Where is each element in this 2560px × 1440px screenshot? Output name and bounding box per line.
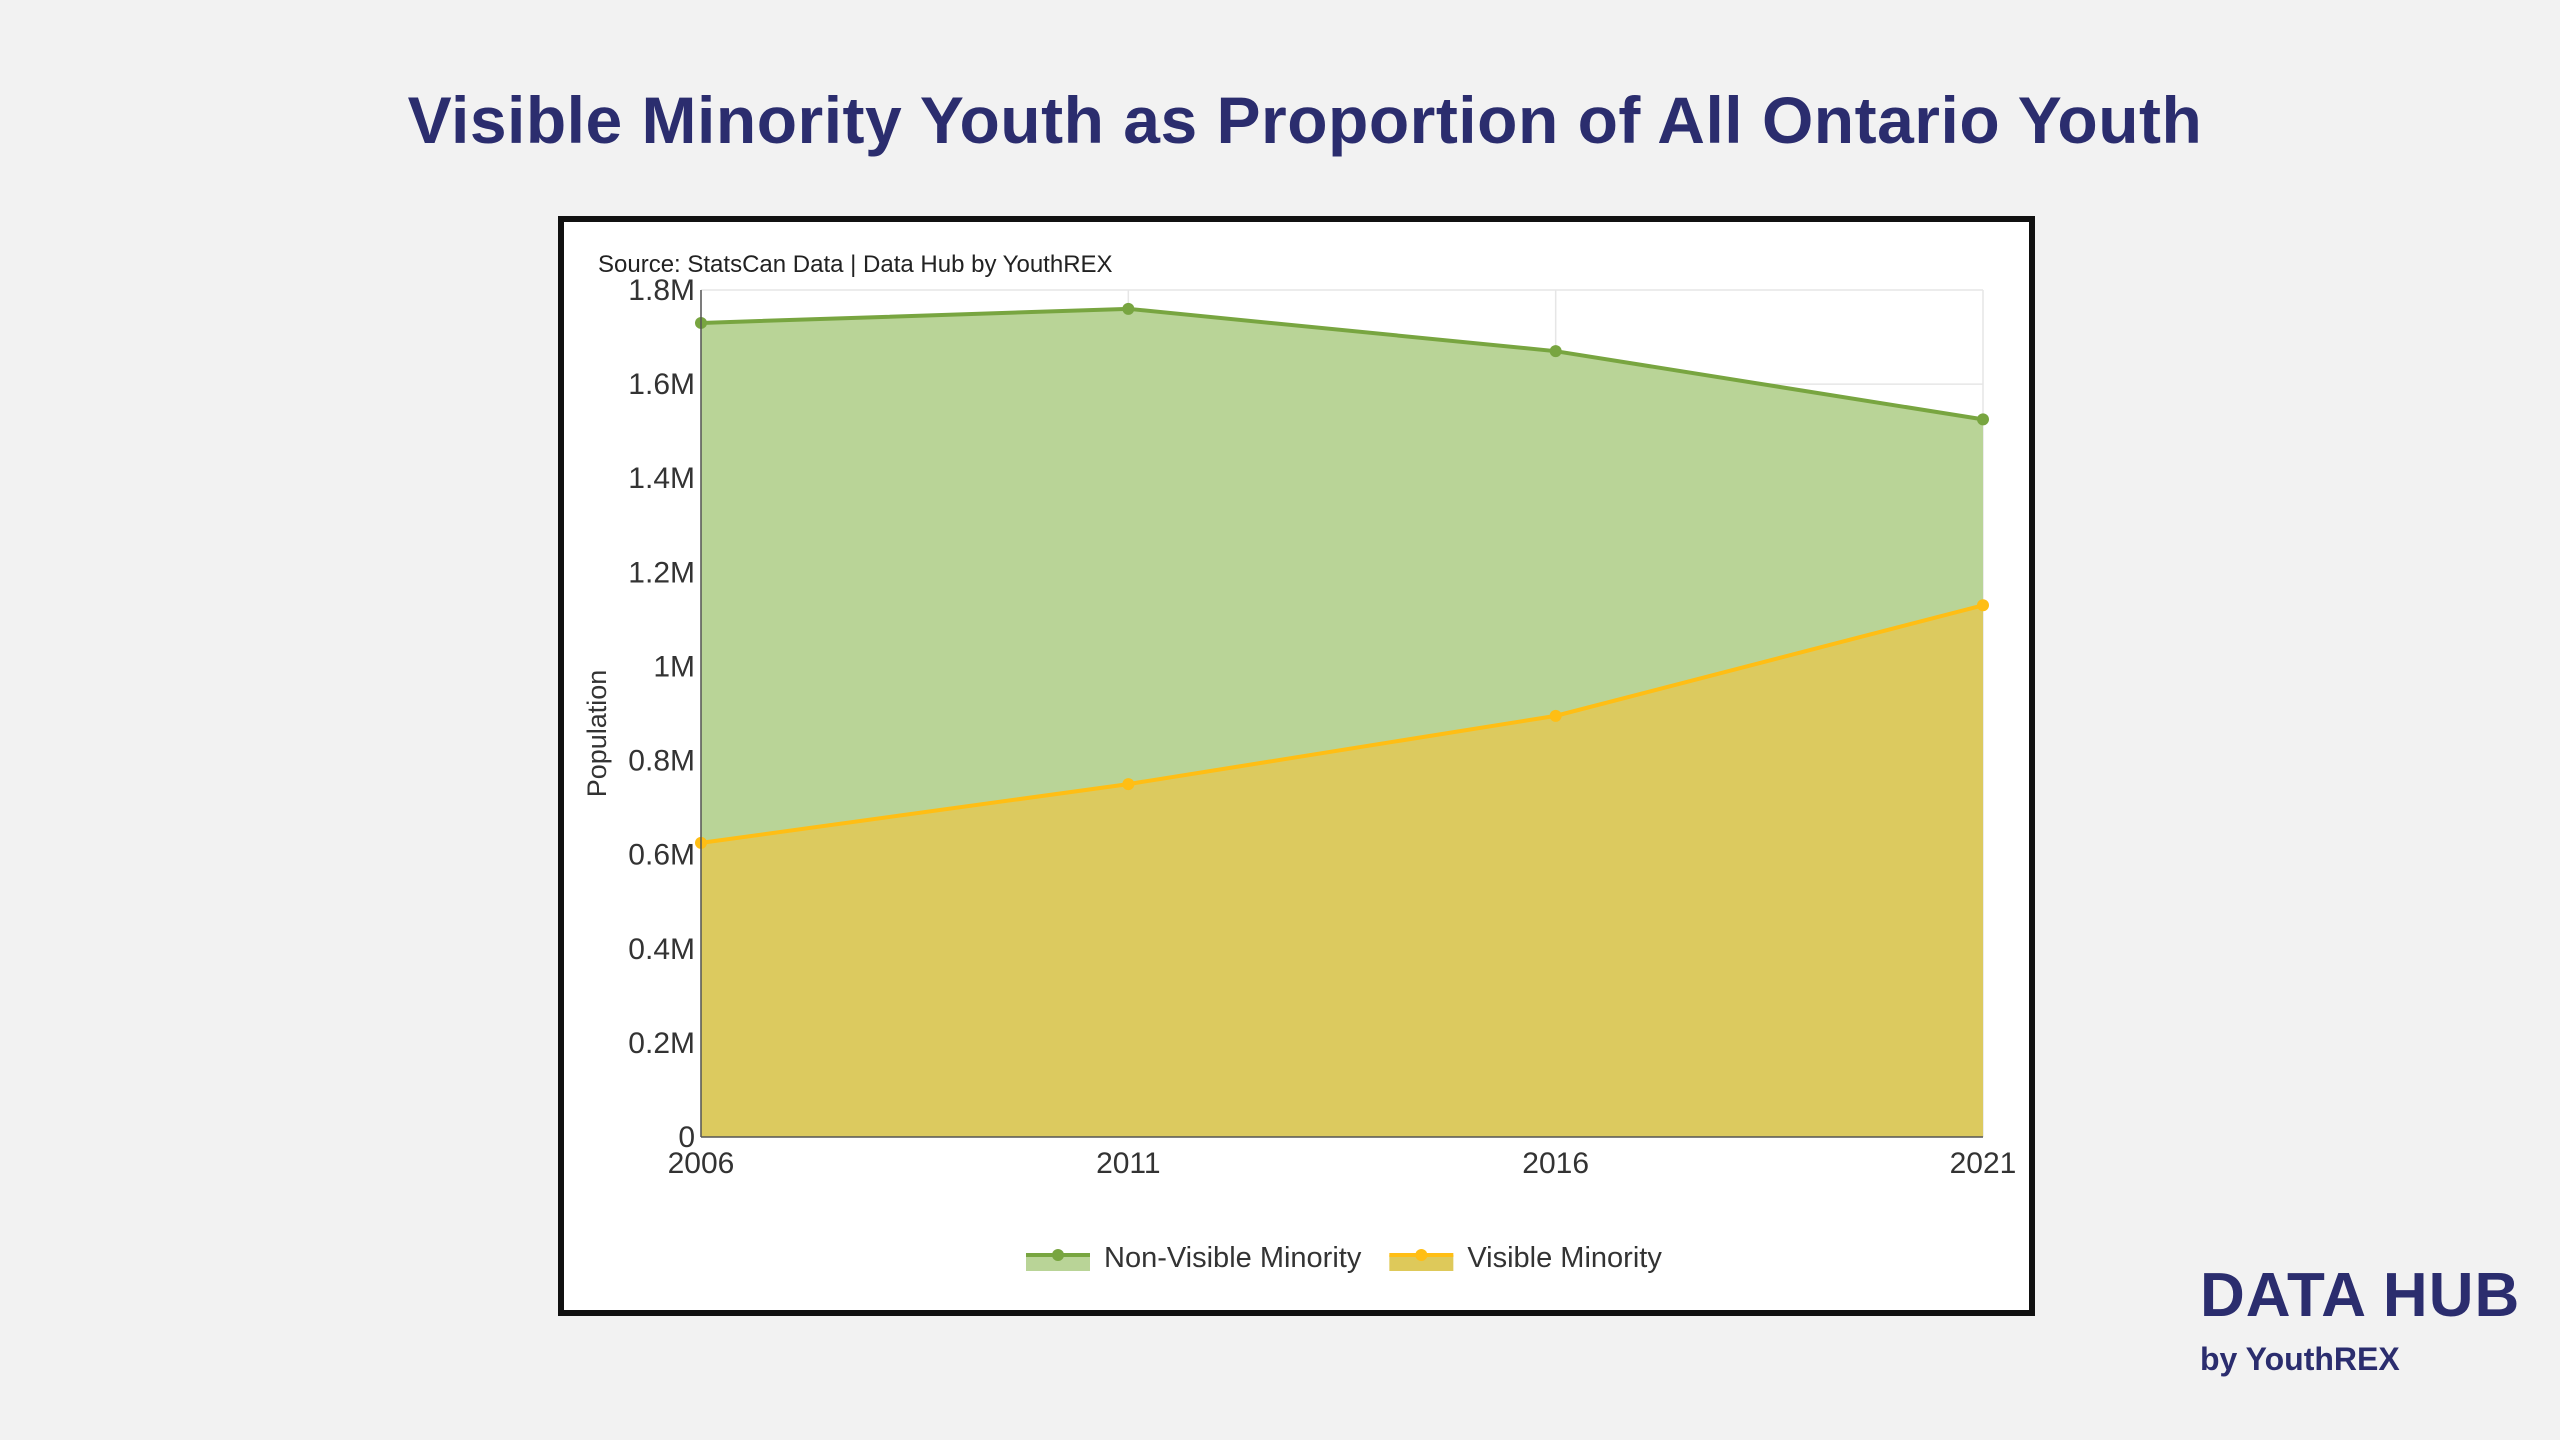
data-point [1549, 345, 1562, 358]
brand-name: DATA HUB [2200, 1261, 2521, 1330]
data-point [1977, 413, 1989, 426]
y-tick-label: 1.2M [628, 556, 695, 589]
data-point [1122, 302, 1135, 315]
legend-marker [1415, 1249, 1428, 1261]
legend-swatch [1389, 1255, 1454, 1271]
legend-label: Visible Minority [1467, 1242, 1662, 1274]
line-series-0 [700, 306, 1984, 422]
y-tick-label: 0.6M [628, 839, 695, 872]
legend-swatch [1026, 1255, 1090, 1271]
axes: 0 0.2M 0.4M 0.6M 0.8M 1M 1.2M 1.4M 1.6M 1.8M 2006 2… [628, 274, 2016, 1180]
area-series-1 [701, 605, 1983, 1137]
y-tick-label: 0.8M [628, 745, 695, 778]
brand-sub: by YouthREX [2200, 1341, 2400, 1377]
data-point [1549, 709, 1562, 722]
brand-logo: DATA HUB by YouthREX [2200, 1261, 2521, 1377]
y-axis-label: Population [582, 670, 612, 798]
legend-item[interactable]: Non-Visible Minority [1026, 1242, 1362, 1274]
y-tick-label: 1.6M [628, 368, 695, 401]
x-tick-label: 2016 [1522, 1147, 1589, 1180]
source-note: Source: StatsCan Data | Data Hub by Yout… [598, 251, 1113, 278]
y-tick-label: 1M [653, 650, 695, 683]
y-tick-label: 1.4M [628, 462, 695, 495]
chart-frame: Source: StatsCan Data | Data Hub by Yout… [558, 216, 2035, 1316]
y-tick-label: 0 [678, 1121, 695, 1154]
plot-lines [695, 302, 1989, 849]
plot-areas [701, 308, 1983, 1137]
legend-marker [1052, 1249, 1064, 1261]
x-tick-label: 2006 [668, 1147, 735, 1180]
page-title: Visible Minority Youth as Proportion of … [407, 83, 2203, 157]
legend-item[interactable]: Visible Minority [1389, 1242, 1662, 1274]
legend[interactable]: Non-Visible Minority Visible Minority [1026, 1242, 1662, 1274]
x-tick-label: 2021 [1950, 1147, 2017, 1180]
data-point [1977, 599, 1989, 612]
legend-label: Non-Visible Minority [1104, 1242, 1362, 1274]
y-tick-label: 0.2M [628, 1027, 695, 1060]
area-chart: Source: StatsCan Data | Data Hub by Yout… [582, 251, 2016, 1274]
y-tick-label: 0.4M [628, 933, 695, 966]
line-series-1 [700, 603, 1984, 845]
x-tick-label: 2011 [1096, 1147, 1161, 1180]
y-tick-label: 1.8M [628, 274, 695, 307]
data-point [1122, 778, 1135, 791]
